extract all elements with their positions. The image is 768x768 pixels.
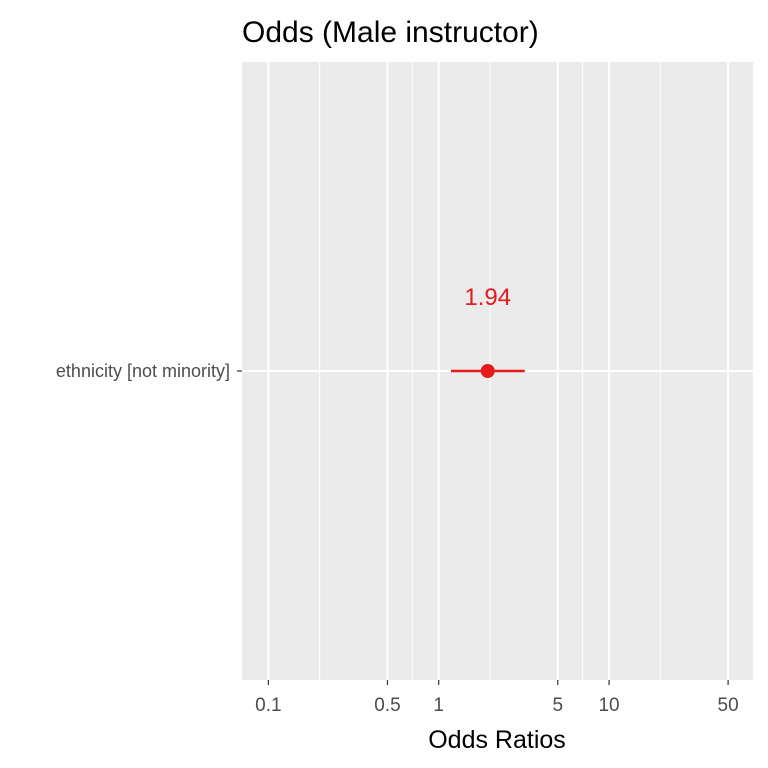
estimate-label: 1.94 [464,284,511,311]
x-tick-label: 1 [433,695,444,716]
point-estimate [481,364,495,378]
x-tick-label: 0.1 [255,695,281,716]
x-tick-label: 10 [598,695,619,716]
chart-title: Odds (Male instructor) [242,16,539,49]
x-tick-label: 50 [718,695,739,716]
x-tick-label: 5 [552,695,563,716]
x-axis-title: Odds Ratios [428,726,566,754]
y-tick-label: ethnicity [not minority] [56,361,230,381]
x-tick-label: 0.5 [374,695,400,716]
